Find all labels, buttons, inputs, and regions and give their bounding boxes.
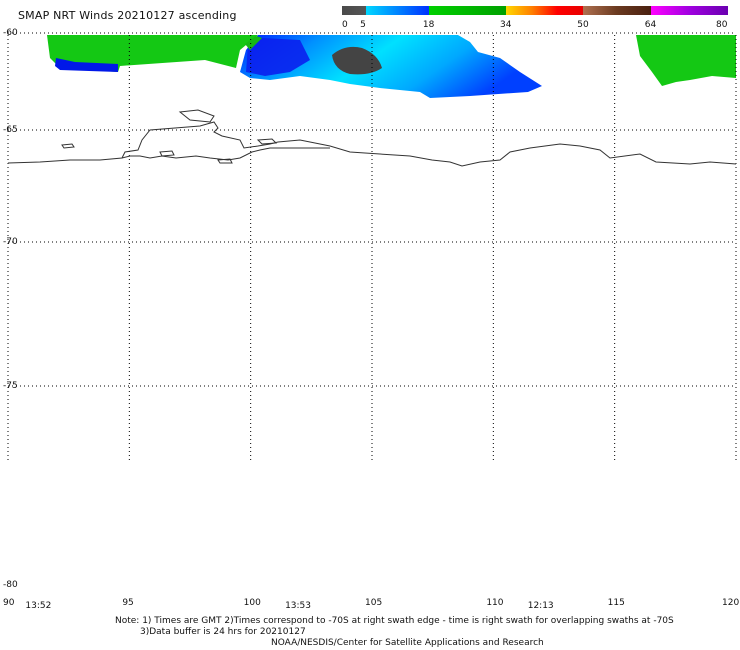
wind-swath-center-dark <box>246 38 310 76</box>
colorbar-segment <box>650 6 728 15</box>
wind-swath-right <box>636 35 736 86</box>
longitude-label: 90 <box>3 598 15 608</box>
colorbar-tick-label: 18 <box>422 20 435 30</box>
calm-wind-area <box>332 46 382 75</box>
colorbar-segment <box>583 6 651 15</box>
coastline <box>7 121 737 167</box>
island-3 <box>256 138 278 145</box>
wind-swath-left-blue <box>55 58 118 72</box>
swath-time-label: 13:53 <box>285 601 311 611</box>
colorbar-tick-label: 64 <box>644 20 657 30</box>
longitude-label: 100 <box>243 598 261 608</box>
wind-swath-center-greenedge <box>245 36 262 50</box>
colorbar-segment <box>366 6 429 15</box>
latitude-label: -65 <box>3 125 18 135</box>
swath-time-label: 13:52 <box>25 601 52 611</box>
colorbar-tick-label: 80 <box>716 20 728 30</box>
latitude-label: -75 <box>3 381 18 391</box>
longitude-label: 110 <box>486 598 504 608</box>
island-5 <box>217 158 233 164</box>
note-line-1: Note: 1) Times are GMT 2)Times correspon… <box>115 616 674 626</box>
latitude-label: -60 <box>3 28 18 38</box>
colorbar-tick-label: 0 <box>342 20 348 30</box>
colorbar-tick-label: 50 <box>577 20 589 30</box>
colorbar-tick-label: 5 <box>360 20 366 30</box>
island-4 <box>159 150 175 157</box>
longitude-label: 105 <box>365 598 383 608</box>
longitude-label: 95 <box>122 598 134 608</box>
note-line-3: NOAA/NESDIS/Center for Satellite Applica… <box>271 638 544 648</box>
colorbar-segment <box>506 6 584 15</box>
swath-time-label: 12:13 <box>527 601 554 611</box>
graticule <box>7 32 737 462</box>
longitude-label: 115 <box>607 598 625 608</box>
island-1 <box>178 109 215 123</box>
latitude-label: -70 <box>3 237 18 247</box>
colorbar-tick-label: 34 <box>500 20 512 30</box>
coastline-inner <box>121 147 330 161</box>
colorbar-segment <box>428 6 507 15</box>
note-line-2: 3)Data buffer is 24 hrs for 20210127 <box>140 627 306 637</box>
colorbar-segment <box>342 6 367 15</box>
island-2 <box>61 143 75 149</box>
wind-swath-center <box>240 35 542 98</box>
latitude-label: -80 <box>3 580 18 590</box>
map-title: SMAP NRT Winds 20210127 ascending <box>18 9 237 22</box>
wind-swath-left <box>47 35 258 72</box>
longitude-label: 120 <box>722 598 740 608</box>
